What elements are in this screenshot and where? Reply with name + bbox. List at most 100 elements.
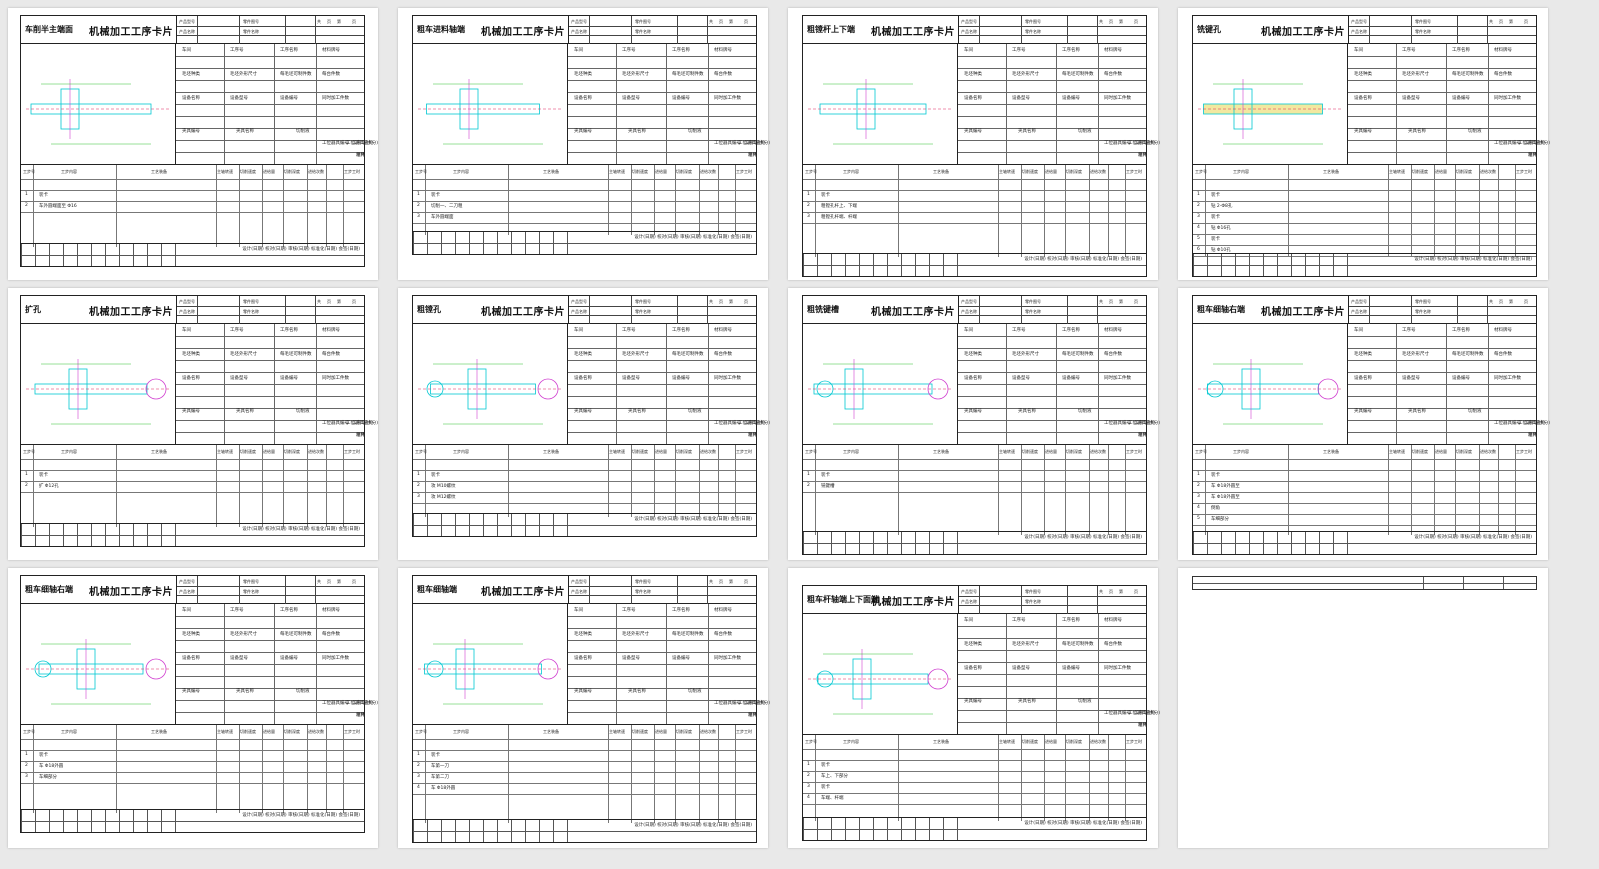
grid-line bbox=[666, 324, 667, 444]
drawing-stroke bbox=[537, 378, 559, 400]
grid-line bbox=[239, 165, 240, 247]
step-header: 工步号 bbox=[805, 739, 817, 744]
info-label: 车间 bbox=[574, 48, 583, 53]
drawing-stroke bbox=[816, 380, 834, 398]
grid-line bbox=[959, 35, 1146, 36]
shaft-drawing bbox=[418, 359, 563, 425]
info-label: 夹具名称 bbox=[628, 409, 646, 414]
step-number: 3 bbox=[417, 774, 420, 779]
drawing-stroke bbox=[426, 660, 444, 678]
grid-line bbox=[197, 576, 198, 604]
info-label: 设备编号 bbox=[672, 96, 690, 101]
card-info-grid: 车间 工序号 工序名称 材料牌号 毛坯种类 毛坯外形尺寸 每毛坯可制件数 每台件数 设备名称 设备… bbox=[176, 324, 378, 445]
shaft-drawing bbox=[1198, 359, 1343, 425]
step-number: 2 bbox=[1197, 483, 1200, 488]
step-header: 进给量 bbox=[1435, 169, 1447, 174]
signature-footer: 设计(日期) 校对(日期) 审核(日期) 标准化(日期) 会签(日期) bbox=[1193, 253, 1536, 276]
header-label: 零件图号 bbox=[1025, 299, 1041, 304]
grid-line bbox=[568, 408, 756, 409]
grid-line bbox=[943, 532, 944, 554]
grid-line bbox=[21, 190, 364, 191]
grid-line bbox=[197, 296, 198, 324]
grid-line bbox=[553, 820, 554, 842]
grid-line bbox=[441, 820, 442, 842]
step-header: 主轴转速 bbox=[999, 449, 1015, 454]
info-label: 工位器具名称 bbox=[738, 141, 765, 146]
grid-line bbox=[845, 532, 846, 554]
grid-line bbox=[1205, 445, 1206, 535]
step-header: 切削深度 bbox=[1066, 449, 1082, 454]
step-header: 切削速度 bbox=[1022, 449, 1038, 454]
grid-line bbox=[1457, 296, 1458, 324]
info-label: 设备名称 bbox=[182, 96, 200, 101]
grid-line bbox=[21, 212, 364, 213]
grid-line bbox=[873, 254, 874, 276]
grid-line bbox=[239, 576, 240, 604]
grid-line bbox=[413, 470, 756, 471]
info-label: 单件 bbox=[1138, 433, 1147, 438]
grid-line bbox=[915, 254, 916, 276]
grid-line bbox=[845, 254, 846, 276]
header-label: 产品型号 bbox=[179, 579, 195, 584]
steps-table: 工步号 工步内容 工艺装备 主轴转速 切削速度 进给量 切削深度 进给次数 工步工时 1 装卡 2 粗镗… bbox=[803, 164, 1146, 257]
info-label: 单件 bbox=[1138, 723, 1147, 728]
grid-line bbox=[326, 725, 327, 813]
card-title: 机械加工工序卡片 bbox=[871, 597, 955, 608]
grid-line bbox=[803, 818, 804, 840]
grid-line bbox=[845, 818, 846, 840]
grid-line bbox=[1021, 586, 1022, 614]
card-title: 机械加工工序卡片 bbox=[871, 27, 955, 38]
info-label: 同时加工件数 bbox=[1494, 376, 1521, 381]
grid-line bbox=[1487, 296, 1488, 324]
grid-line bbox=[1319, 254, 1320, 276]
grid-line bbox=[1348, 80, 1536, 81]
step-content: 钻 Φ16孔 bbox=[1211, 226, 1231, 231]
grid-line bbox=[177, 586, 364, 587]
grid-line bbox=[803, 265, 1146, 266]
card-title: 机械加工工序卡片 bbox=[481, 307, 565, 318]
grid-line bbox=[567, 514, 568, 536]
step-header: 工步内容 bbox=[1233, 169, 1249, 174]
step-header: 主轴转速 bbox=[999, 169, 1015, 174]
grid-line bbox=[958, 420, 1146, 421]
step-header: 工步号 bbox=[23, 729, 35, 734]
grid-line bbox=[343, 725, 344, 813]
header-grid: 产品型号 零件图号 产品名称 零件名称 共 页 第 页 bbox=[176, 296, 364, 324]
signature-footer: 设计(日期) 校对(日期) 审核(日期) 标准化(日期) 会签(日期) bbox=[413, 819, 756, 842]
step-header: 进给次数 bbox=[1480, 169, 1496, 174]
step-header: 进给次数 bbox=[1090, 169, 1106, 174]
info-label: 工位器具编号 bbox=[322, 141, 349, 146]
step-content: 装卡 bbox=[431, 193, 440, 198]
grid-line bbox=[497, 232, 498, 254]
header-label: 产品名称 bbox=[961, 599, 977, 604]
card-info-grid: 车间 工序号 工序名称 材料牌号 毛坯种类 毛坯外形尺寸 每毛坯可制件数 每台件数 设备名称 设备… bbox=[568, 44, 770, 165]
grid-line bbox=[1457, 16, 1458, 44]
info-label: 车间 bbox=[964, 328, 973, 333]
grid-line bbox=[1193, 503, 1536, 504]
grid-line bbox=[1349, 306, 1536, 307]
header-label: 零件名称 bbox=[243, 309, 259, 314]
step-content: 钻 Φ10孔 bbox=[1211, 248, 1231, 253]
grid-line bbox=[1044, 165, 1045, 257]
footer-signatures: 设计(日期) 校对(日期) 审核(日期) 标准化(日期) 会签(日期) bbox=[634, 235, 752, 240]
grid-line bbox=[497, 514, 498, 536]
info-label: 毛坯外形尺寸 bbox=[230, 352, 257, 357]
header-grid: 产品型号 零件图号 产品名称 零件名称 共 页 第 页 bbox=[958, 16, 1146, 44]
step-content: 车细部分 bbox=[1211, 517, 1229, 522]
grid-line bbox=[803, 782, 1146, 783]
info-label: 准终 bbox=[1138, 433, 1147, 438]
grid-line bbox=[1333, 532, 1334, 554]
grid-line bbox=[316, 324, 317, 444]
card-info-grid: 车间 工序号 工序名称 材料牌号 毛坯种类 毛坯外形尺寸 每毛坯可制件数 每台件数 设备名称 设备… bbox=[958, 44, 1160, 165]
grid-line bbox=[176, 92, 364, 93]
grid-line bbox=[958, 396, 1146, 397]
info-label: 工序号 bbox=[230, 328, 244, 333]
step-header: 切削深度 bbox=[676, 169, 692, 174]
grid-line bbox=[1498, 445, 1499, 535]
grid-line bbox=[631, 16, 632, 44]
grid-line bbox=[898, 735, 899, 821]
header-label: 第 bbox=[729, 579, 733, 584]
grid-line bbox=[1193, 525, 1536, 526]
grid-line bbox=[175, 810, 176, 832]
grid-line bbox=[116, 445, 117, 527]
